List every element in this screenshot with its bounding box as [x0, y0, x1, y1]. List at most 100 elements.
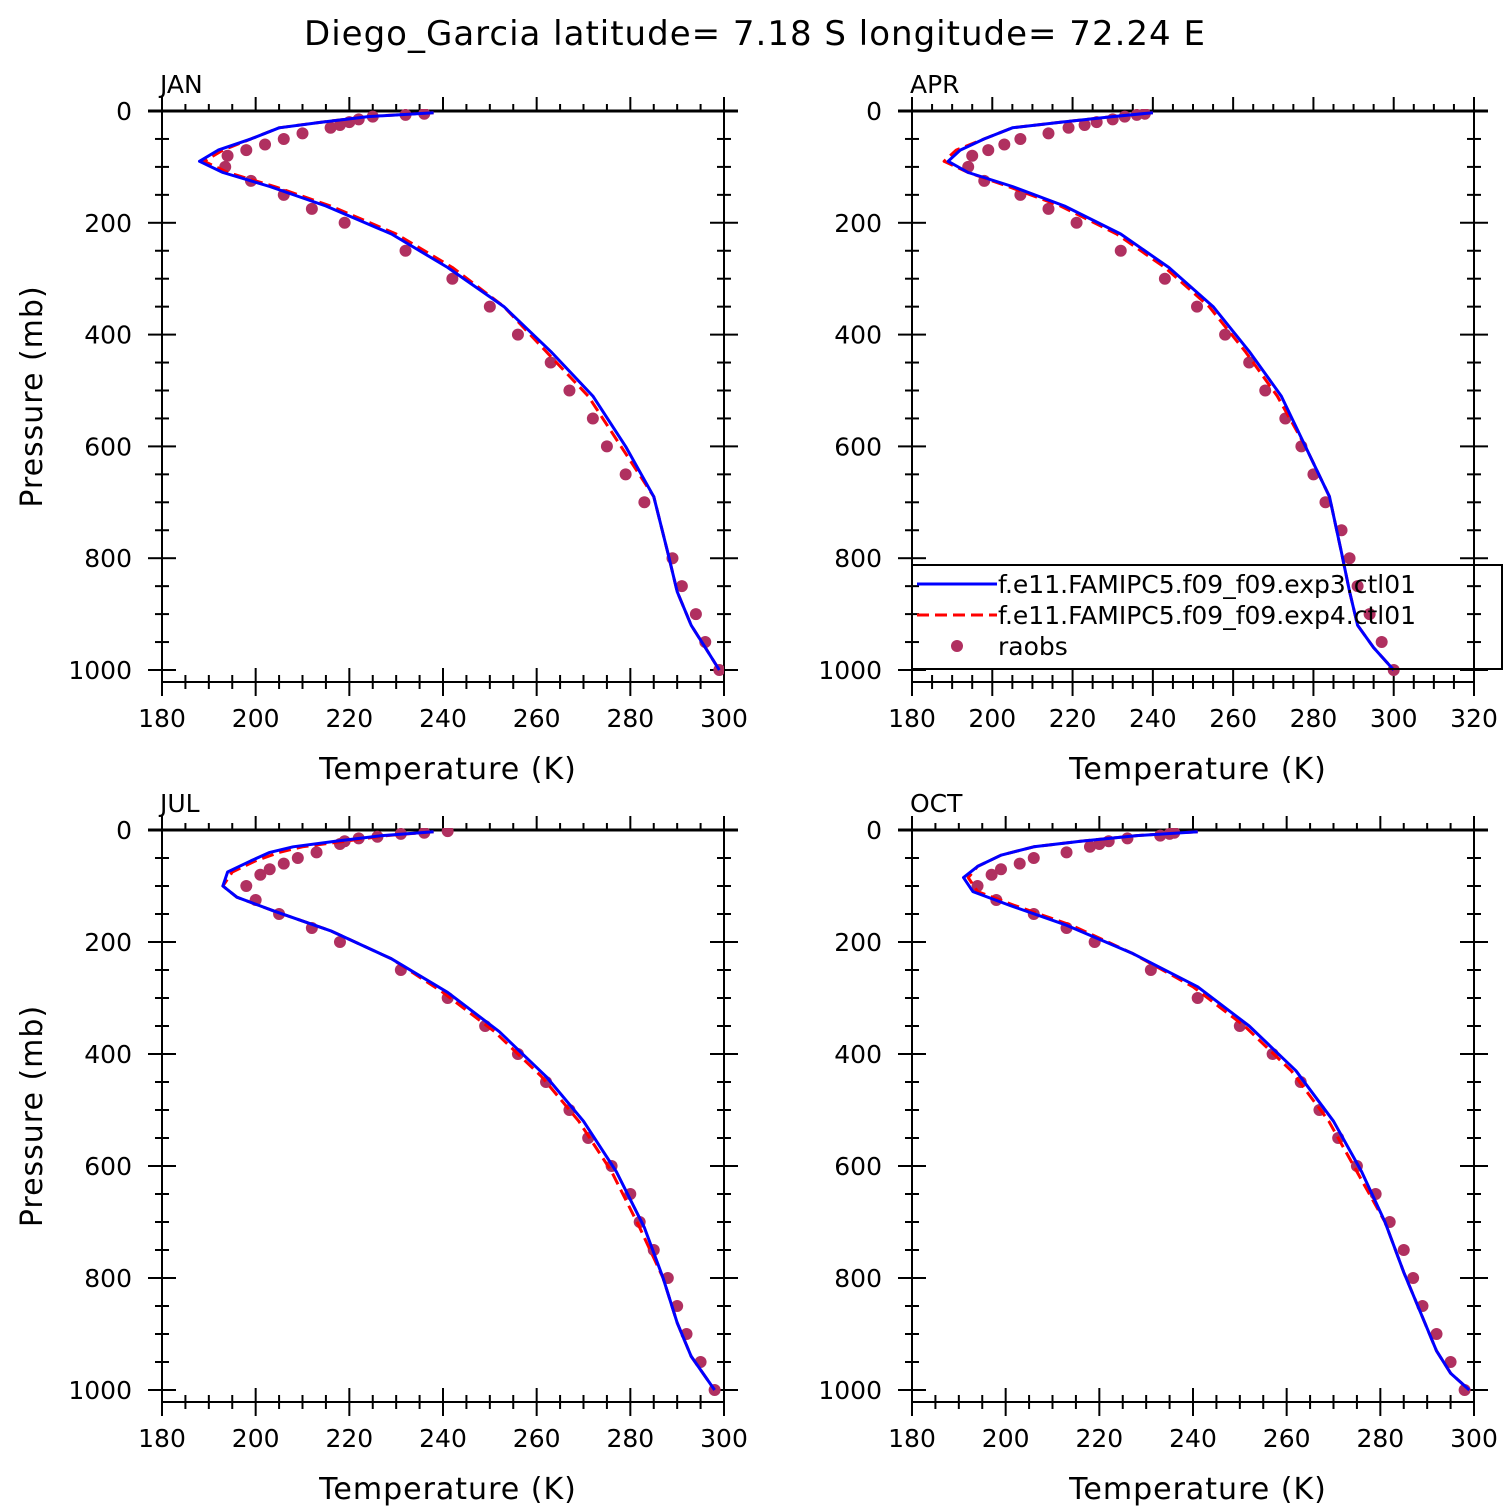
raobs-point [1042, 202, 1055, 215]
raobs-point [1407, 1272, 1420, 1284]
raobs-point [240, 144, 253, 157]
raobs-point [1243, 356, 1256, 369]
x-tick-label: 220 [325, 704, 373, 733]
x-tick-label: 180 [138, 704, 186, 733]
raobs-point [1319, 496, 1332, 509]
plot-data [198, 109, 724, 676]
raobs-point [1191, 300, 1204, 313]
y-tick-label: 1000 [818, 656, 882, 685]
x-tick-label: 300 [700, 1424, 748, 1453]
y-tick-label: 800 [84, 1264, 132, 1293]
raobs-point [240, 880, 253, 892]
raobs-point [1158, 272, 1171, 285]
raobs-point [483, 300, 496, 313]
exp4-line [221, 830, 716, 1391]
raobs-point [982, 144, 995, 157]
x-tick-label: 240 [1169, 1424, 1217, 1453]
raobs-point [333, 118, 346, 131]
x-tick-label: 300 [700, 704, 748, 733]
panel-apr: 180 200 220 240 260 280 300 320 0 200 400 600 800 100… [818, 70, 1503, 787]
legend: f.e11.FAMIPC5.f09_f09.exp3.ctl01f.e11.FA… [911, 564, 1503, 670]
panels-group: 180 200 220 240 260 280 300 0 200 400 600 800 1000 JA… [15, 70, 1503, 1507]
raobs-point [1375, 636, 1388, 649]
exp3-line [962, 830, 1471, 1392]
x-axis-label: Temperature (K) [1068, 1472, 1327, 1507]
x-tick-label: 200 [232, 704, 280, 733]
x-axis-label: Temperature (K) [1068, 752, 1327, 787]
x-tick-label: 280 [606, 704, 654, 733]
raobs-point [689, 608, 702, 621]
exp3-line [221, 830, 716, 1391]
x-tick-label: 220 [1049, 704, 1097, 733]
x-axis-label: Temperature (K) [318, 1472, 577, 1507]
x-tick-label: 180 [138, 1424, 186, 1453]
raobs-point [291, 852, 304, 864]
raobs-point [1343, 552, 1356, 565]
y-tick-label: 800 [834, 544, 882, 573]
y-tick-label: 1000 [68, 1376, 132, 1405]
x-tick-label: 180 [888, 1424, 936, 1453]
panel-title: OCT [910, 789, 963, 818]
exp3-line [198, 111, 721, 671]
y-tick-label: 1000 [68, 656, 132, 685]
x-tick-label: 240 [419, 704, 467, 733]
raobs-point [1444, 1356, 1457, 1368]
x-tick-label: 240 [419, 1424, 467, 1453]
raobs-point [263, 863, 276, 876]
raobs-point [446, 272, 459, 285]
y-tick-label: 0 [866, 816, 882, 845]
panel-jan: 180 200 220 240 260 280 300 0 200 400 600 800 1000 JA… [15, 70, 748, 787]
x-tick-label: 260 [513, 704, 561, 733]
x-tick-label: 200 [232, 1424, 280, 1453]
x-tick-label: 300 [1450, 1424, 1498, 1453]
panel-oct: 180 200 220 240 260 280 300 0 200 400 600 800 1000 OC… [818, 789, 1497, 1507]
raobs-point [1114, 244, 1127, 257]
y-tick-label: 600 [834, 432, 882, 461]
legend-label: f.e11.FAMIPC5.f09_f09.exp4.ctl01 [998, 601, 1416, 630]
raobs-point [619, 468, 632, 481]
raobs-point [511, 328, 524, 341]
x-tick-label: 300 [1370, 704, 1418, 733]
raobs-point [600, 440, 613, 453]
raobs-point [638, 496, 651, 509]
raobs-point [277, 857, 290, 870]
raobs-point [399, 244, 412, 257]
legend-label: f.e11.FAMIPC5.f09_f09.exp3.ctl01 [998, 570, 1416, 599]
y-tick-label: 800 [834, 1264, 882, 1293]
legend-marker-raobs [951, 640, 963, 652]
x-tick-label: 220 [1075, 1424, 1123, 1453]
raobs-point [586, 412, 599, 425]
raobs-point [441, 828, 454, 838]
plot-data [962, 828, 1471, 1396]
raobs-point [254, 868, 267, 881]
raobs-point [675, 580, 688, 593]
x-tick-label: 200 [982, 1424, 1030, 1453]
x-tick-label: 280 [1356, 1424, 1404, 1453]
x-tick-label: 260 [513, 1424, 561, 1453]
raobs-point [1013, 857, 1026, 870]
raobs-point [1014, 132, 1027, 145]
panel-title: JAN [158, 70, 203, 99]
y-tick-label: 600 [834, 1152, 882, 1181]
raobs-point [1078, 118, 1091, 131]
x-tick-label: 240 [1129, 704, 1177, 733]
raobs-point [966, 149, 979, 162]
x-tick-label: 200 [968, 704, 1016, 733]
y-axis-label: Pressure (mb) [15, 285, 50, 507]
raobs-point [985, 868, 998, 881]
legend-label: raobs [998, 632, 1068, 661]
y-tick-label: 1000 [818, 1376, 882, 1405]
figure-title: Diego_Garcia latitude= 7.18 S longitude=… [304, 14, 1206, 54]
exp3-line [946, 111, 1395, 672]
x-tick-label: 260 [1263, 1424, 1311, 1453]
raobs-point [1083, 840, 1096, 853]
raobs-point [1062, 121, 1075, 134]
raobs-point [1144, 964, 1157, 976]
x-tick-label: 180 [888, 704, 936, 733]
y-tick-label: 0 [116, 97, 132, 126]
y-tick-label: 400 [834, 321, 882, 350]
y-tick-label: 800 [84, 544, 132, 573]
y-axis-label: Pressure (mb) [15, 1005, 50, 1227]
